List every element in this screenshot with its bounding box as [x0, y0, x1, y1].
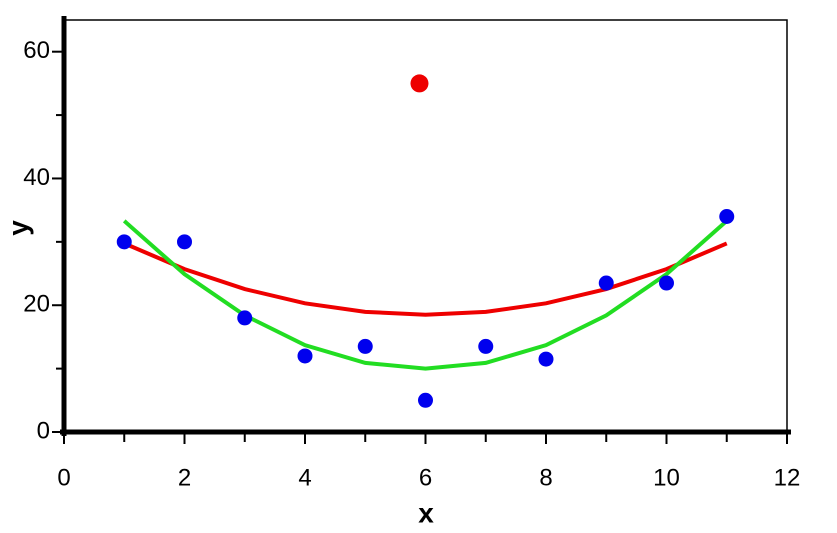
y-tick-label: 60	[23, 37, 50, 64]
data-point	[357, 338, 373, 354]
data-point	[538, 351, 554, 367]
x-tick-label: 10	[653, 464, 680, 491]
data-point	[478, 338, 494, 354]
x-tick-label: 12	[774, 464, 801, 491]
fit-curve	[123, 241, 728, 317]
data-point	[116, 234, 132, 250]
data-point	[659, 275, 674, 291]
x-tick-label: 8	[539, 464, 552, 491]
y-axis-label: y	[2, 220, 33, 236]
y-tick-label: 40	[23, 164, 50, 191]
y-tick-label: 20	[23, 291, 50, 318]
y-tick-label: 0	[37, 417, 50, 444]
x-tick-label: 4	[298, 464, 311, 491]
data-point	[598, 275, 614, 291]
data-point	[418, 392, 433, 408]
x-tick-label: 6	[419, 464, 432, 491]
data-point	[177, 234, 192, 250]
data-point	[297, 348, 313, 364]
x-tick-label: 0	[57, 464, 70, 491]
x-axis-label: x	[418, 497, 434, 528]
data-point	[719, 208, 735, 224]
x-tick-label: 2	[178, 464, 191, 491]
data-point	[237, 310, 253, 326]
fit-curve	[122, 219, 729, 371]
data-point	[410, 74, 429, 93]
